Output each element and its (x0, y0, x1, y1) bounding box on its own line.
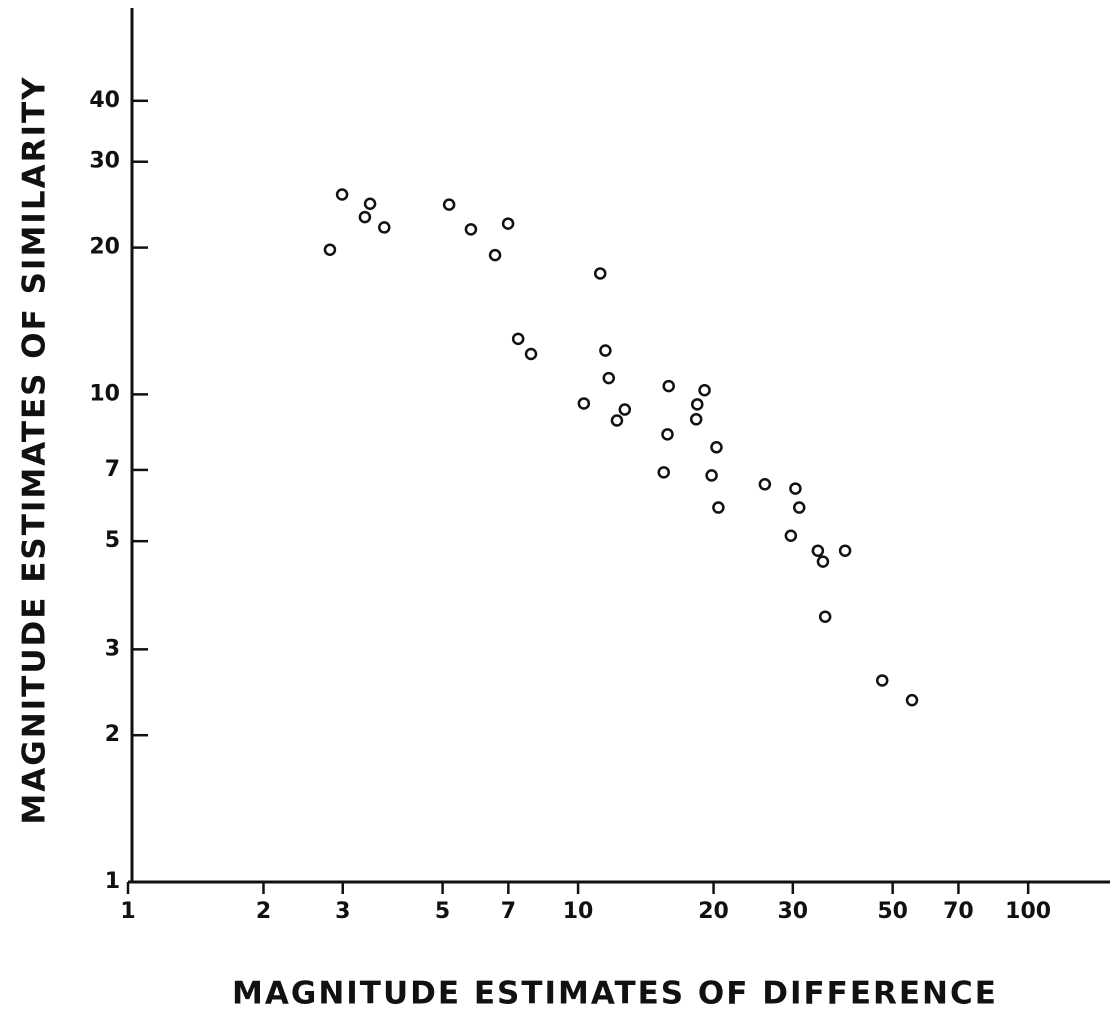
y-tick-label: 1 (105, 869, 120, 894)
point (784, 529, 798, 542)
x-tick-label: 70 (943, 899, 974, 924)
point (689, 413, 703, 426)
point (712, 501, 725, 514)
point (838, 544, 852, 557)
y-axis-title: MAGNITUDE ESTIMATES OF SIMILARITY (17, 75, 53, 824)
point (577, 397, 591, 410)
point (524, 347, 538, 361)
y-tick-label: 7 (105, 457, 120, 482)
point (618, 403, 632, 416)
point (323, 243, 337, 256)
point (818, 610, 832, 623)
point (657, 466, 670, 479)
point (602, 371, 616, 385)
point (811, 544, 825, 557)
y-tick-label: 30 (89, 149, 120, 174)
y-tick-label: 40 (89, 88, 120, 113)
point (464, 223, 478, 236)
point (593, 267, 607, 280)
y-tick-label: 2 (105, 722, 120, 747)
y-tick-label: 10 (89, 381, 120, 406)
point (792, 501, 806, 514)
x-tick-label: 50 (877, 899, 908, 924)
x-tick-label: 7 (501, 899, 516, 924)
point (758, 478, 772, 491)
point (710, 441, 723, 454)
x-tick-label: 5 (435, 899, 450, 924)
y-tick-label: 20 (89, 235, 120, 260)
point (905, 693, 919, 707)
x-axis-title: MAGNITUDE ESTIMATES OF DIFFERENCE (232, 976, 998, 1012)
x-tick-label: 3 (335, 899, 350, 924)
x-tick-label: 20 (698, 899, 729, 924)
point (488, 248, 502, 262)
y-tick-label: 3 (105, 636, 120, 661)
x-tick-label: 10 (563, 899, 594, 924)
point (363, 197, 377, 211)
point (378, 221, 391, 234)
point (698, 383, 711, 397)
x-tick-label: 100 (1005, 899, 1051, 924)
point (511, 332, 525, 346)
point (875, 674, 889, 687)
x-tick-label: 30 (778, 899, 809, 924)
point (501, 217, 515, 230)
point (610, 414, 624, 427)
point (442, 198, 456, 211)
x-tick-label: 1 (120, 899, 135, 924)
y-tick-label: 5 (105, 528, 120, 553)
point (789, 482, 802, 495)
point (661, 428, 674, 441)
point (358, 210, 372, 224)
point (705, 469, 718, 482)
point (599, 344, 612, 357)
point (335, 188, 349, 201)
point (816, 555, 830, 568)
point (691, 398, 704, 411)
x-tick-label: 2 (256, 899, 271, 924)
point (662, 379, 675, 393)
